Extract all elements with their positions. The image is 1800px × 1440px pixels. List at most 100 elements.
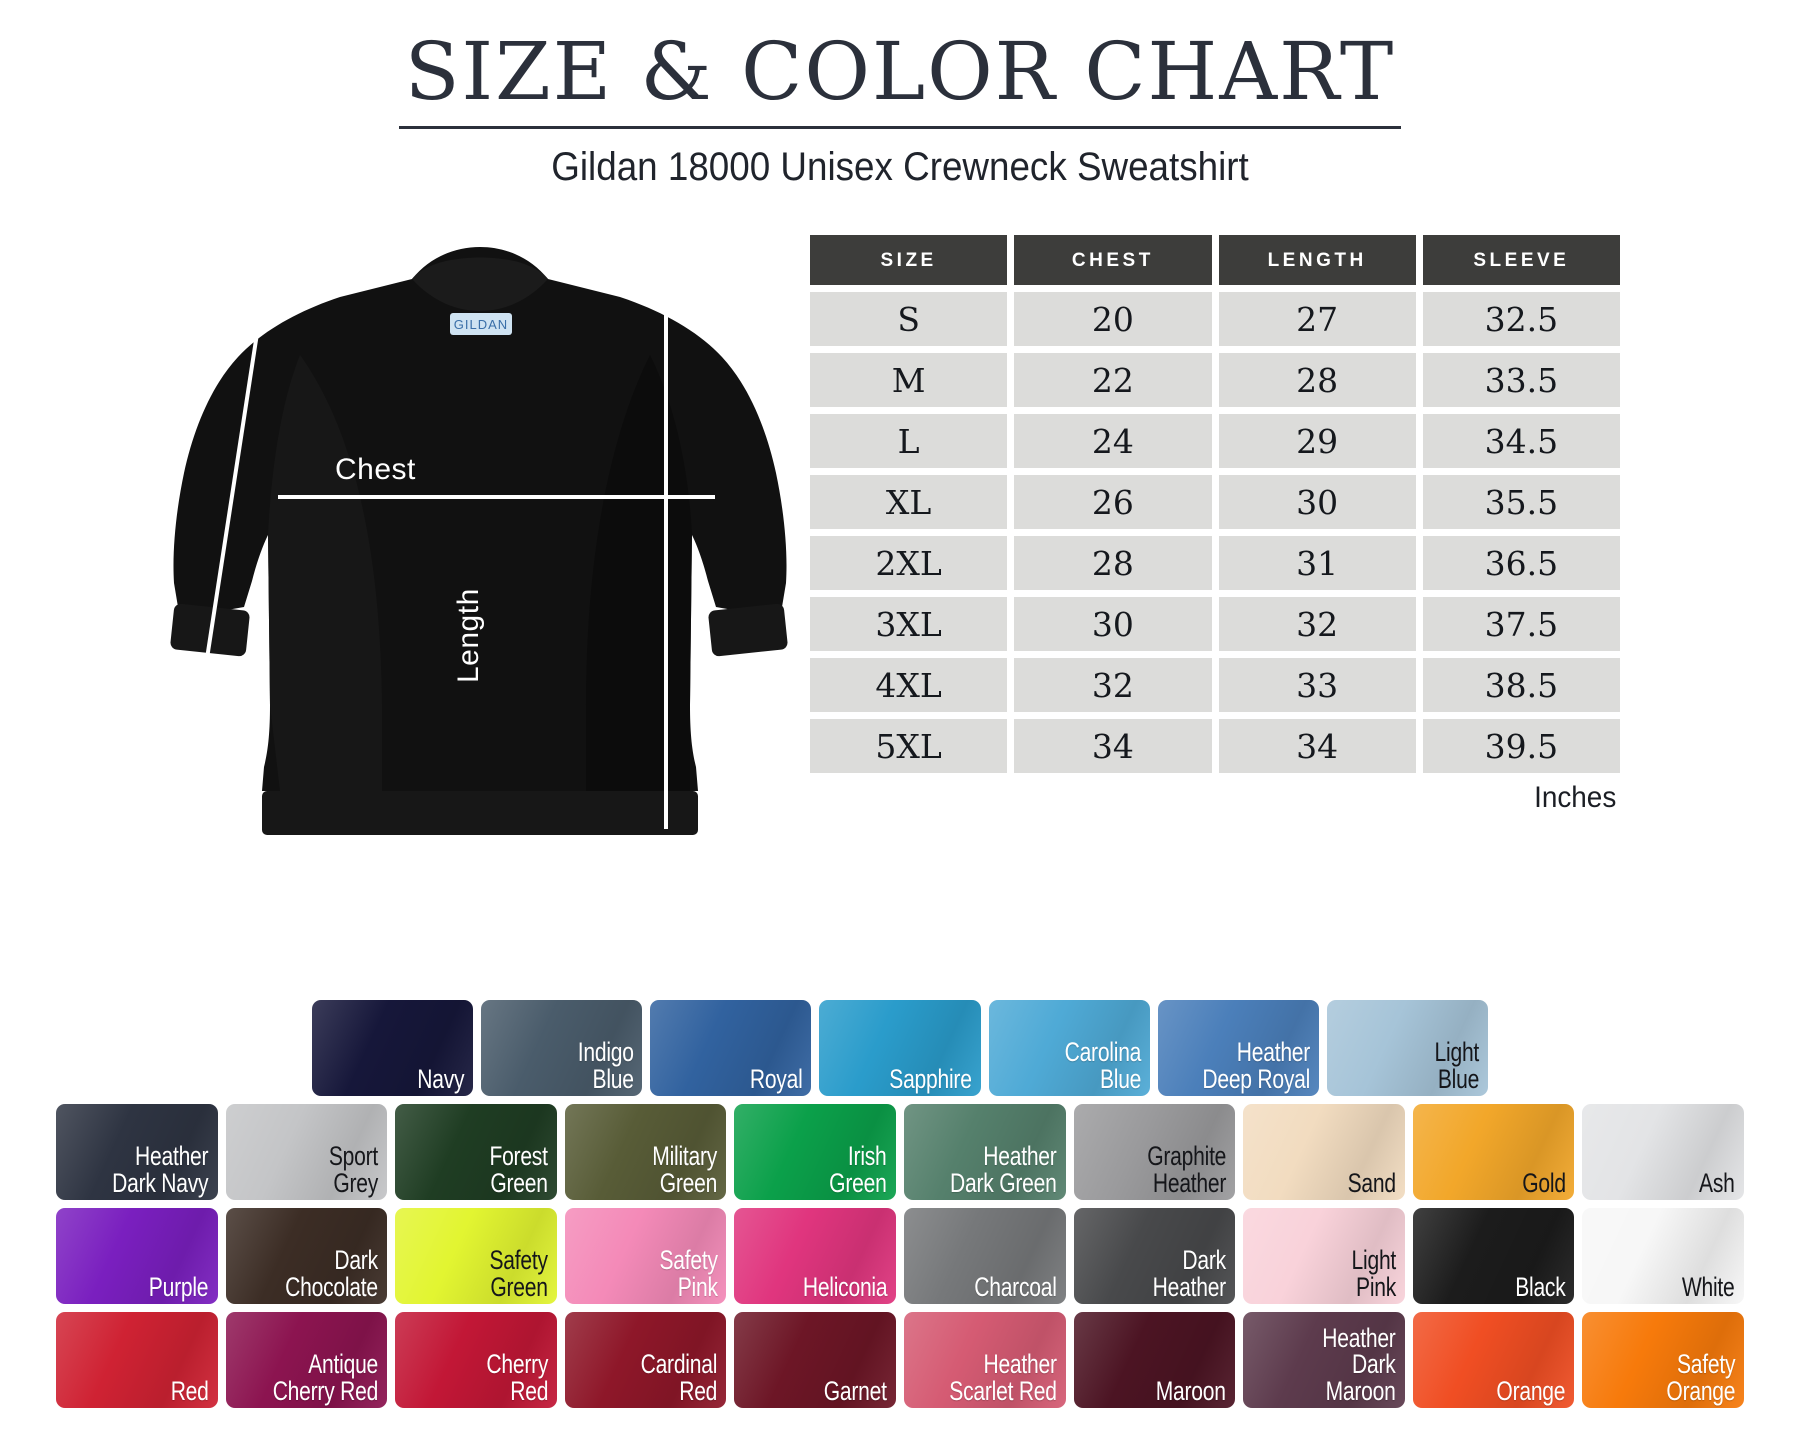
cell-size: 4XL [810, 658, 1008, 712]
page-subtitle: Gildan 18000 Unisex Crewneck Sweatshirt [551, 145, 1249, 189]
color-swatch-label: Carolina Blue [1064, 1037, 1141, 1094]
sleeve-measure-line [204, 326, 260, 666]
cell-chest: 34 [1014, 719, 1212, 773]
color-swatch[interactable]: White [1582, 1208, 1744, 1304]
color-swatch[interactable]: Light Pink [1243, 1208, 1405, 1304]
brand-neck-label [450, 313, 512, 335]
color-swatch[interactable]: Dark Chocolate [225, 1208, 388, 1304]
cell-length: 31 [1218, 536, 1416, 590]
cell-chest: 22 [1014, 353, 1212, 407]
color-swatch-label: Navy [417, 1063, 465, 1094]
color-swatch-label: Military Green [652, 1141, 718, 1198]
color-swatch[interactable]: Safety Green [395, 1208, 557, 1304]
color-swatch-label: Irish Green [829, 1141, 888, 1198]
color-swatch-label: Garnet [823, 1375, 887, 1406]
color-swatch[interactable]: Orange [1412, 1312, 1575, 1408]
units-label: Inches [1534, 781, 1617, 814]
cell-sleeve: 32.5 [1422, 292, 1620, 346]
cell-chest: 26 [1014, 475, 1212, 529]
cell-length: 28 [1218, 353, 1416, 407]
color-swatch[interactable]: Graphite Heather [1073, 1104, 1236, 1200]
color-swatch-label: Orange [1496, 1375, 1566, 1406]
color-swatch-label: Cardinal Red [640, 1349, 718, 1406]
color-swatch[interactable]: Sport Grey [225, 1104, 388, 1200]
color-swatch[interactable]: Sapphire [819, 1000, 981, 1096]
sleeve-shoulder-line [257, 263, 400, 329]
color-swatch[interactable]: Navy [312, 1000, 474, 1096]
color-swatch[interactable]: Heather Dark Navy [56, 1104, 218, 1200]
color-swatch[interactable]: Cardinal Red [564, 1312, 727, 1408]
color-swatch-label: Antique Cherry Red [272, 1349, 379, 1406]
cell-sleeve: 37.5 [1422, 597, 1620, 651]
cell-size: S [810, 292, 1008, 346]
color-swatch[interactable]: Charcoal [903, 1208, 1066, 1304]
column-header-sleeve: SLEEVE [1422, 235, 1620, 285]
svg-text:GILDAN: GILDAN [454, 317, 508, 332]
color-swatch[interactable]: Black [1412, 1208, 1575, 1304]
color-swatch[interactable]: Heliconia [734, 1208, 896, 1304]
color-swatch[interactable]: Royal [650, 1000, 812, 1096]
color-swatch[interactable]: Heather Dark Green [903, 1104, 1066, 1200]
color-swatch-label: Maroon [1156, 1375, 1227, 1406]
color-swatch-label: Royal [749, 1063, 803, 1094]
cell-sleeve: 36.5 [1422, 536, 1620, 590]
color-row-blues: Navy Indigo Blue Royal Sapphire Carolina Blu… [0, 1000, 1800, 1096]
color-swatch-label: Graphite Heather [1147, 1141, 1227, 1198]
color-swatch[interactable]: Carolina Blue [988, 1000, 1150, 1096]
cell-length: 27 [1218, 292, 1416, 346]
color-swatch[interactable]: Sand [1243, 1104, 1405, 1200]
table-row: L 24 29 34.5 [810, 414, 1620, 468]
color-swatch[interactable]: Maroon [1073, 1312, 1236, 1408]
color-swatch[interactable]: Indigo Blue [481, 1000, 643, 1096]
cell-length: 32 [1218, 597, 1416, 651]
color-swatch[interactable]: Purple [56, 1208, 218, 1304]
color-swatch[interactable]: Dark Heather [1073, 1208, 1236, 1304]
cell-sleeve: 33.5 [1422, 353, 1620, 407]
color-swatch-label: Sport Grey [329, 1141, 379, 1198]
table-row: 4XL 32 33 38.5 [810, 658, 1620, 712]
color-swatch[interactable]: Antique Cherry Red [225, 1312, 388, 1408]
cell-size: 5XL [810, 719, 1008, 773]
page-header: SIZE & COLOR CHART Gildan 18000 Unisex C… [0, 0, 1800, 190]
color-swatch[interactable]: Heather Dark Maroon [1243, 1312, 1405, 1408]
main-content: GILDAN Chest Sleeve Length SIZE CHEST LE… [0, 235, 1800, 975]
cell-length: 33 [1218, 658, 1416, 712]
cell-sleeve: 39.5 [1422, 719, 1620, 773]
table-header-row: SIZE CHEST LENGTH SLEEVE [810, 235, 1620, 285]
color-swatch-label: Sapphire [889, 1063, 972, 1094]
color-swatch[interactable]: Cherry Red [395, 1312, 557, 1408]
color-row-reds: Red Antique Cherry Red Cherry Red Cardinal … [0, 1312, 1800, 1408]
cell-chest: 20 [1014, 292, 1212, 346]
color-swatch[interactable]: Military Green [564, 1104, 727, 1200]
color-swatch-label: Heliconia [802, 1271, 887, 1302]
color-swatch[interactable]: Forest Green [395, 1104, 557, 1200]
column-header-size: SIZE [810, 235, 1008, 285]
color-swatch[interactable]: Garnet [734, 1312, 896, 1408]
cell-length: 29 [1218, 414, 1416, 468]
color-swatch-label: White [1682, 1271, 1735, 1302]
color-swatch[interactable]: Heather Scarlet Red [903, 1312, 1066, 1408]
column-header-chest: CHEST [1014, 235, 1212, 285]
color-swatch-label: Cherry Red [485, 1349, 548, 1406]
table-row: M 22 28 33.5 [810, 353, 1620, 407]
color-swatch[interactable]: Red [56, 1312, 218, 1408]
color-swatch[interactable]: Gold [1412, 1104, 1575, 1200]
color-row-brights-neutrals: Purple Dark Chocolate Safety Green Safety P… [0, 1208, 1800, 1304]
color-swatch[interactable]: Ash [1582, 1104, 1744, 1200]
cell-sleeve: 38.5 [1422, 658, 1620, 712]
cell-size: L [810, 414, 1008, 468]
table-row: S 20 27 32.5 [810, 292, 1620, 346]
color-swatch[interactable]: Irish Green [734, 1104, 896, 1200]
color-swatch-label: Heather Scarlet Red [949, 1349, 1057, 1406]
sleeve-extension-line [198, 664, 208, 702]
table-row: 5XL 34 34 39.5 [810, 719, 1620, 773]
sweatshirt-illustration-svg: GILDAN [170, 247, 788, 835]
cell-length: 34 [1218, 719, 1416, 773]
chest-label: Chest [335, 453, 416, 486]
color-swatch[interactable]: Heather Deep Royal [1157, 1000, 1319, 1096]
size-table: SIZE CHEST LENGTH SLEEVE S 20 27 32.5 M … [810, 235, 1620, 815]
color-swatch[interactable]: Light Blue [1326, 1000, 1488, 1096]
length-label: Length [452, 588, 485, 683]
color-swatch[interactable]: Safety Pink [564, 1208, 727, 1304]
color-swatch[interactable]: Safety Orange [1582, 1312, 1744, 1408]
